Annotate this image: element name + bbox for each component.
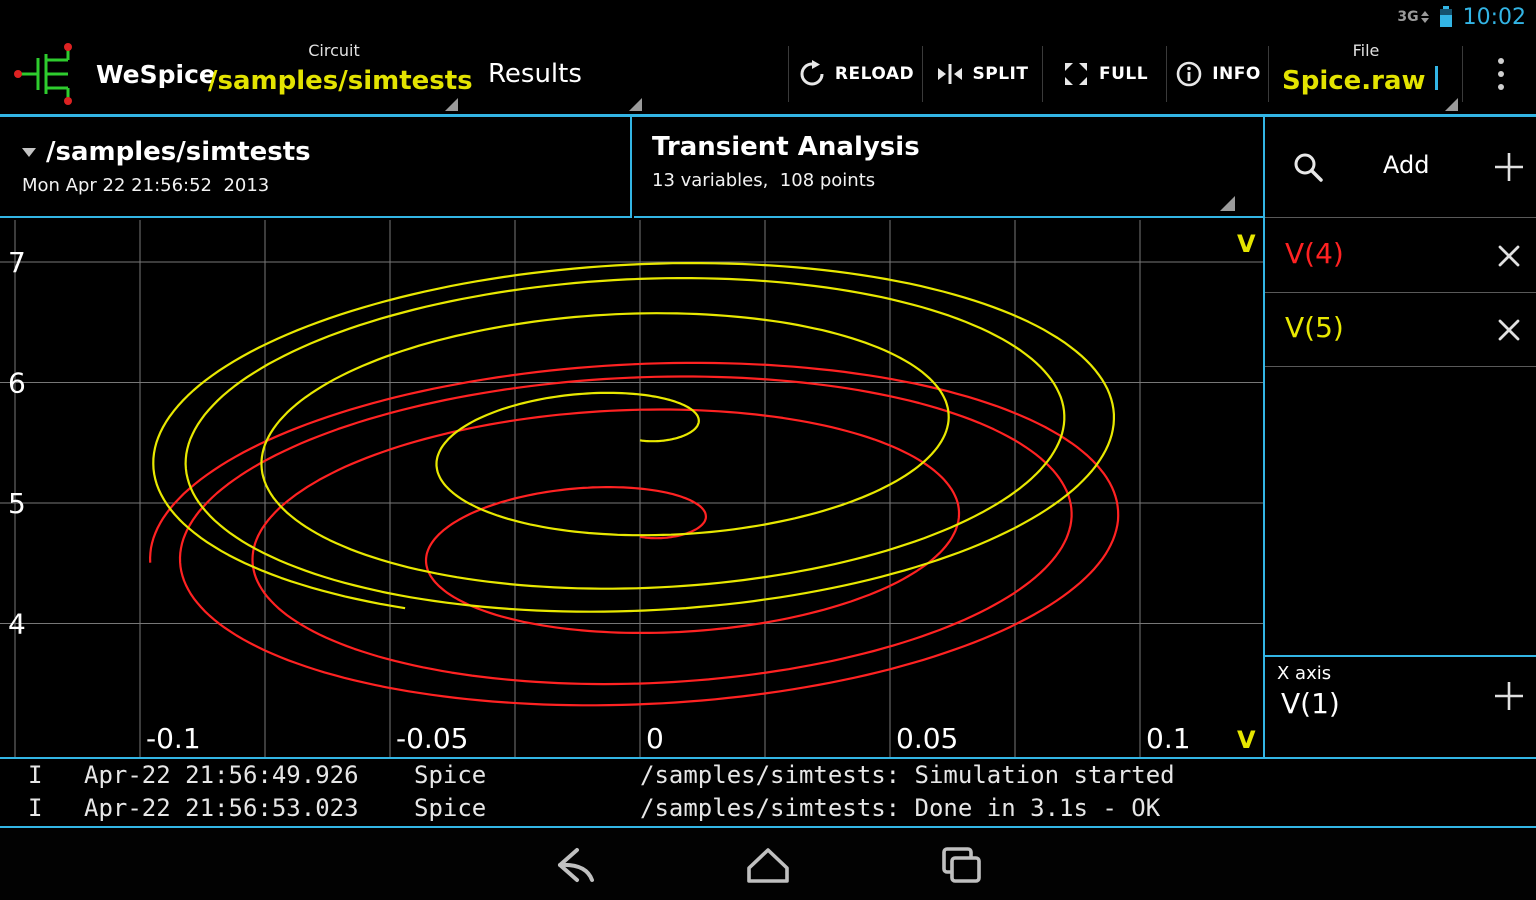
x-axis-variable[interactable]: V(1) [1281, 687, 1340, 720]
x-tick-label: -0.1 [146, 722, 201, 755]
trace-row-V(5)[interactable]: V(5) [1265, 293, 1536, 367]
x-axis-label: X axis [1277, 663, 1332, 684]
tab-results-label: Results [488, 59, 582, 89]
y-unit-label: V [1237, 230, 1256, 258]
wespice-logo-icon [12, 40, 92, 112]
nav-recents-button[interactable] [933, 843, 989, 887]
collapse-marker-icon [22, 147, 36, 157]
y-unit-label: V [1237, 726, 1256, 754]
home-icon [747, 848, 789, 883]
circuit-selector-label: Circuit [308, 41, 360, 60]
search-icon[interactable] [1291, 150, 1325, 184]
change-x-axis-icon[interactable] [1492, 679, 1526, 713]
reload-icon [800, 60, 824, 86]
circuit-path-title: /samples/simtests [46, 137, 311, 167]
back-icon [558, 848, 594, 882]
info-button[interactable]: INFO [1170, 34, 1266, 114]
y-tick-label: 7 [8, 246, 26, 279]
android-nav-bar [0, 830, 1536, 900]
recents-icon [942, 847, 981, 883]
info-icon [1176, 61, 1202, 87]
analysis-title: Transient Analysis [652, 132, 920, 162]
add-trace-icon[interactable] [1492, 150, 1526, 184]
trace-curve-V(5) [152, 261, 1116, 613]
log-time: Apr-22 21:56:49.926 [84, 761, 359, 789]
dropdown-corner-icon [1445, 98, 1458, 111]
split-button[interactable]: SPLIT [926, 34, 1038, 114]
nav-home-button[interactable] [740, 843, 796, 887]
x-tick-label: 0.1 [1146, 722, 1191, 755]
add-trace-row: Add [1265, 117, 1536, 218]
status-bar: 3G 10:02 [0, 0, 1536, 34]
network-3g-icon: 3G [1397, 9, 1429, 25]
log-row: I Apr-22 21:56:49.926 Spice/samples/simtes… [0, 759, 1536, 792]
log-source: Spice [414, 794, 487, 822]
trace-row-V(4)[interactable]: V(4) [1265, 219, 1536, 293]
dropdown-corner-icon [629, 98, 642, 111]
trace-name: V(5) [1285, 311, 1344, 344]
log-row: I Apr-22 21:56:53.023 Spice/samples/simtes… [0, 792, 1536, 825]
log-message: /samples/simtests: Done in 3.1s - OK [640, 794, 1161, 822]
waveform-plot[interactable]: 7 6 5 4 -0.1 -0.05 0 0.05 0.1 V V [0, 220, 1263, 757]
file-selector[interactable]: File Spice.raw [1272, 34, 1460, 114]
split-icon [937, 64, 962, 84]
reload-button[interactable]: RELOAD [792, 34, 920, 114]
action-bar: WeSpice Circuit /samples/simtests Result… [0, 34, 1536, 117]
x-axis-section-divider [1265, 655, 1536, 657]
x-tick-label: -0.05 [396, 722, 468, 755]
add-trace-label: Add [1383, 151, 1430, 179]
y-tick-label: 5 [8, 487, 26, 520]
log-level: I [28, 761, 43, 789]
battery-icon [1439, 6, 1452, 27]
circuit-selector[interactable]: Circuit /samples/simtests [208, 34, 473, 114]
file-selector-accent [1435, 66, 1438, 90]
log-console: I Apr-22 21:56:49.926 Spice/samples/simtes… [0, 757, 1536, 828]
fullscreen-icon [1064, 63, 1087, 85]
plot-canvas[interactable]: 7 6 5 4 -0.1 -0.05 0 0.05 0.1 V V [0, 220, 1263, 757]
trace-list: V(4) V(5) [1265, 219, 1536, 367]
log-time: Apr-22 21:56:53.023 [84, 794, 359, 822]
log-message: /samples/simtests: Simulation started [640, 761, 1175, 789]
remove-trace-icon[interactable] [1496, 243, 1522, 269]
nav-back-button[interactable] [547, 843, 603, 887]
trace-name: V(4) [1285, 237, 1344, 270]
overflow-menu-button[interactable] [1468, 34, 1534, 114]
app-title: WeSpice [96, 59, 216, 89]
trace-curve-V(4) [149, 361, 1120, 707]
x-tick-label: 0.05 [896, 722, 958, 755]
log-level: I [28, 794, 43, 822]
analysis-stats: 13 variables, 108 points [652, 170, 876, 191]
dropdown-corner-icon [1220, 196, 1235, 211]
circuit-panel-header[interactable]: /samples/simtests Mon Apr 22 21:56:52 20… [0, 117, 632, 218]
circuit-selector-value: /samples/simtests [208, 66, 473, 96]
dropdown-corner-icon [445, 98, 458, 111]
circuit-timestamp: Mon Apr 22 21:56:52 2013 [22, 175, 270, 196]
file-selector-label: File [1352, 41, 1380, 60]
y-tick-label: 4 [8, 608, 26, 641]
log-source: Spice [414, 761, 487, 789]
file-selector-value: Spice.raw [1282, 66, 1426, 96]
trace-panel: Add V(4) V(5) X axis V(1) [1265, 117, 1536, 757]
fullscreen-button[interactable]: FULL [1046, 34, 1164, 114]
y-tick-label: 6 [8, 367, 26, 400]
x-tick-label: 0 [646, 722, 664, 755]
analysis-header[interactable]: Transient Analysis 13 variables, 108 poi… [634, 117, 1263, 218]
sidebar-divider [1263, 117, 1265, 757]
remove-trace-icon[interactable] [1496, 317, 1522, 343]
tab-results[interactable]: Results [468, 34, 644, 114]
clock: 10:02 [1462, 4, 1526, 30]
